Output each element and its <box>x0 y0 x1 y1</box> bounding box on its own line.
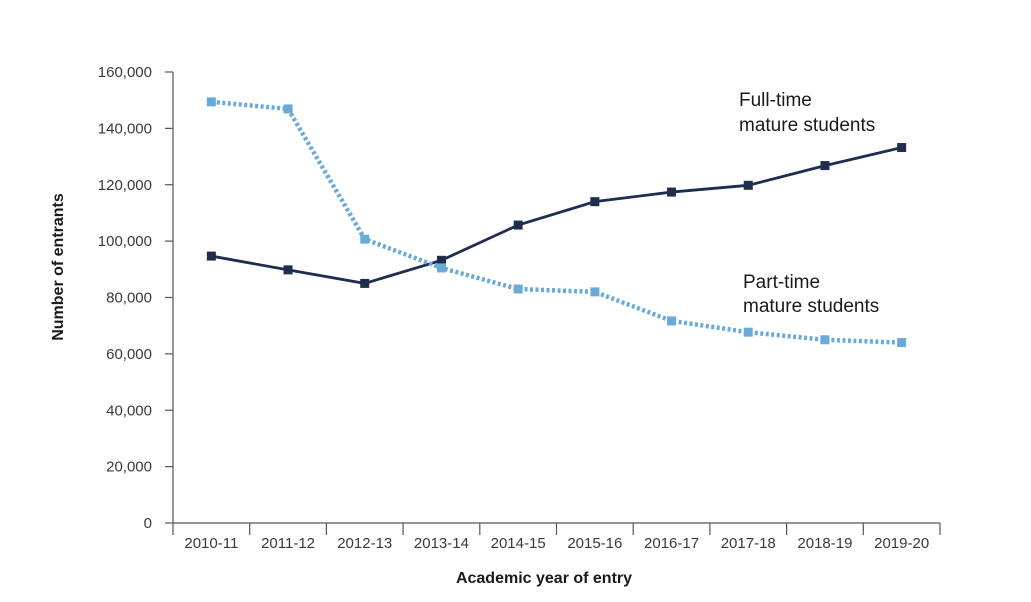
y-axis-title: Number of entrants <box>50 193 67 341</box>
series-part-time <box>206 97 907 348</box>
x-tick-label: 2019-20 <box>874 535 929 552</box>
data-point-marker <box>206 97 216 107</box>
x-tick-label: 2015-16 <box>567 535 622 552</box>
x-tick-label: 2018-19 <box>797 535 852 552</box>
data-point-marker <box>206 251 216 261</box>
data-point-marker <box>743 180 753 190</box>
y-tick-label: 20,000 <box>106 459 152 476</box>
y-tick-label: 40,000 <box>106 402 152 419</box>
data-point-marker <box>743 327 753 337</box>
data-point-marker <box>667 187 677 197</box>
data-point-marker <box>590 287 600 297</box>
data-point-marker <box>360 234 370 244</box>
series-full-time <box>206 143 907 288</box>
series-label-part-time: Part-time mature students <box>743 272 879 317</box>
x-tick-label: 2013-14 <box>414 535 469 552</box>
series-label-line: mature students <box>739 115 875 136</box>
x-axis: 2010-11 2011-12 2012-13 2013-14 2014-15 2015-… <box>172 522 941 552</box>
y-tick-label: 160,000 <box>98 64 152 81</box>
data-point-marker <box>283 265 293 275</box>
data-point-marker <box>667 316 677 326</box>
data-point-marker <box>513 220 523 230</box>
data-point-marker <box>820 161 830 171</box>
x-tick-label: 2014-15 <box>491 535 546 552</box>
x-axis-title: Academic year of entry <box>456 570 632 587</box>
y-tick-label: 100,000 <box>98 233 152 250</box>
data-point-marker <box>283 104 293 114</box>
data-point-marker <box>436 263 446 273</box>
y-tick-label: 120,000 <box>98 177 152 194</box>
data-point-marker <box>590 197 600 207</box>
x-tick-label: 2011-12 <box>261 535 315 552</box>
y-tick-label: 140,000 <box>98 120 152 137</box>
data-point-marker <box>436 255 446 265</box>
y-axis: 0 20,000 40,000 60,000 80,000 100,000 120,000 1… <box>98 64 174 532</box>
data-point-marker <box>897 338 907 348</box>
data-point-marker <box>513 284 523 294</box>
series-label-line: Part-time <box>743 272 820 293</box>
x-tick-label: 2017-18 <box>721 535 776 552</box>
y-tick-label: 80,000 <box>106 290 152 307</box>
data-point-marker <box>897 143 907 153</box>
series-annotations: Full-time mature students Part-time mature … <box>739 90 879 317</box>
x-tick-label: 2016-17 <box>644 535 699 552</box>
x-tick-label: 2012-13 <box>337 535 392 552</box>
data-point-marker <box>360 278 370 288</box>
series-label-line: Full-time <box>739 90 812 111</box>
y-tick-label: 60,000 <box>106 346 152 363</box>
series-layer <box>206 97 907 348</box>
series-label-line: mature students <box>743 296 879 317</box>
x-tick-label: 2010-11 <box>184 535 238 552</box>
series-label-full-time: Full-time mature students <box>739 90 875 136</box>
series-line <box>211 146 902 285</box>
data-point-marker <box>820 335 830 345</box>
y-tick-label: 0 <box>144 515 152 532</box>
